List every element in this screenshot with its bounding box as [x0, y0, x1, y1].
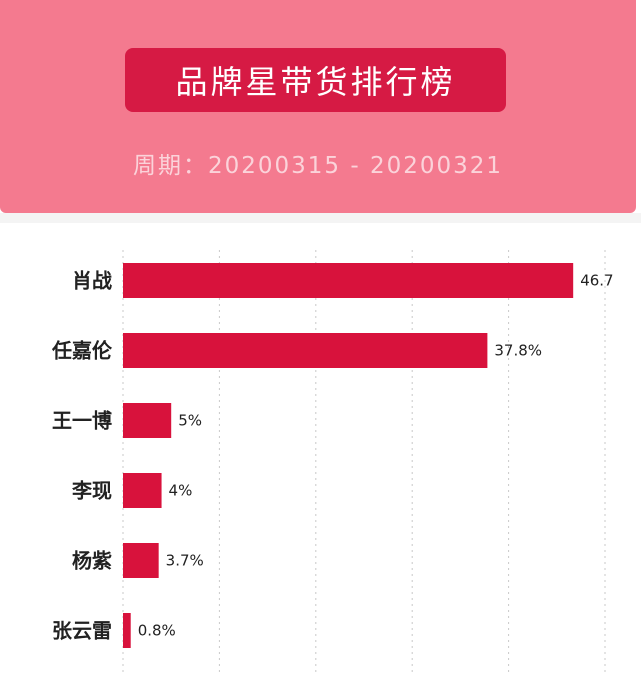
bar — [123, 263, 574, 298]
divider — [0, 213, 641, 223]
category-label: 张云雷 — [52, 619, 112, 643]
value-label: 4% — [169, 482, 193, 500]
page-title: 品牌星带货排行榜 — [175, 63, 456, 101]
bar — [123, 403, 172, 438]
bar — [123, 613, 131, 648]
bar — [123, 333, 488, 368]
bar — [123, 543, 159, 578]
bar — [123, 473, 162, 508]
value-label: 3.7% — [166, 552, 204, 570]
value-label: 37.8% — [494, 342, 542, 360]
category-label: 任嘉伦 — [51, 339, 113, 363]
period-text: 周期：20200315 - 20200321 — [132, 153, 504, 179]
value-label: 0.8% — [138, 622, 176, 640]
value-label: 46.7 — [580, 272, 613, 290]
header-banner: 品牌星带货排行榜 周期：20200315 - 20200321 — [0, 0, 636, 213]
title-badge: 品牌星带货排行榜 — [125, 48, 506, 112]
category-label: 李现 — [71, 479, 112, 503]
ranking-bar-chart: 肖战 46.7 任嘉伦 37.8% 王一博 5% 李现 4% 杨紫 3.7% 张云雷 0.8% — [51, 250, 614, 676]
category-label: 杨紫 — [72, 549, 112, 573]
category-label: 王一博 — [52, 409, 112, 433]
value-label: 5% — [178, 412, 202, 430]
category-label: 肖战 — [72, 269, 112, 293]
